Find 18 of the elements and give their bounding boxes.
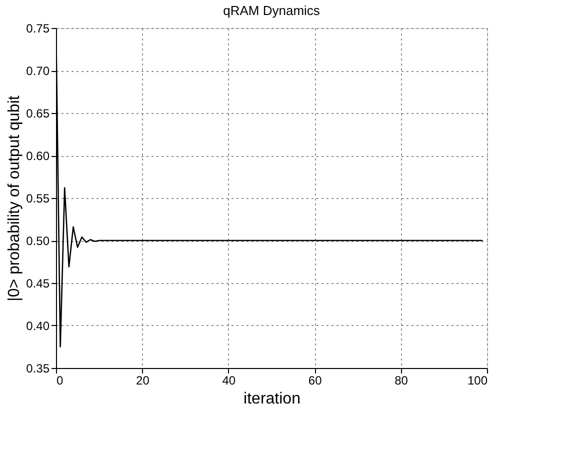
y-tick-label: 0.35	[26, 362, 50, 376]
y-tick-label: 0.40	[26, 319, 50, 333]
chart-title: qRAM Dynamics	[223, 3, 320, 18]
x-tick-label: 40	[222, 374, 236, 388]
y-tick-label: 0.65	[26, 106, 50, 120]
x-tick-label: 20	[136, 374, 150, 388]
y-tick-label: 0.50	[26, 234, 50, 248]
y-tick-label: 0.55	[26, 192, 50, 206]
y-axis-title: |0> probability of output qubit	[6, 95, 24, 302]
y-tick-label: 0.60	[26, 149, 50, 163]
y-tick-label: 0.75	[26, 22, 50, 36]
x-tick-label: 60	[308, 374, 322, 388]
x-tick-label: 100	[467, 374, 488, 388]
x-axis-title: iteration	[244, 390, 300, 408]
x-tick-label: 0	[56, 374, 64, 388]
x-tick-label: 80	[394, 374, 408, 388]
y-tick-label: 0.70	[26, 64, 50, 78]
y-tick-label: 0.45	[26, 276, 50, 290]
